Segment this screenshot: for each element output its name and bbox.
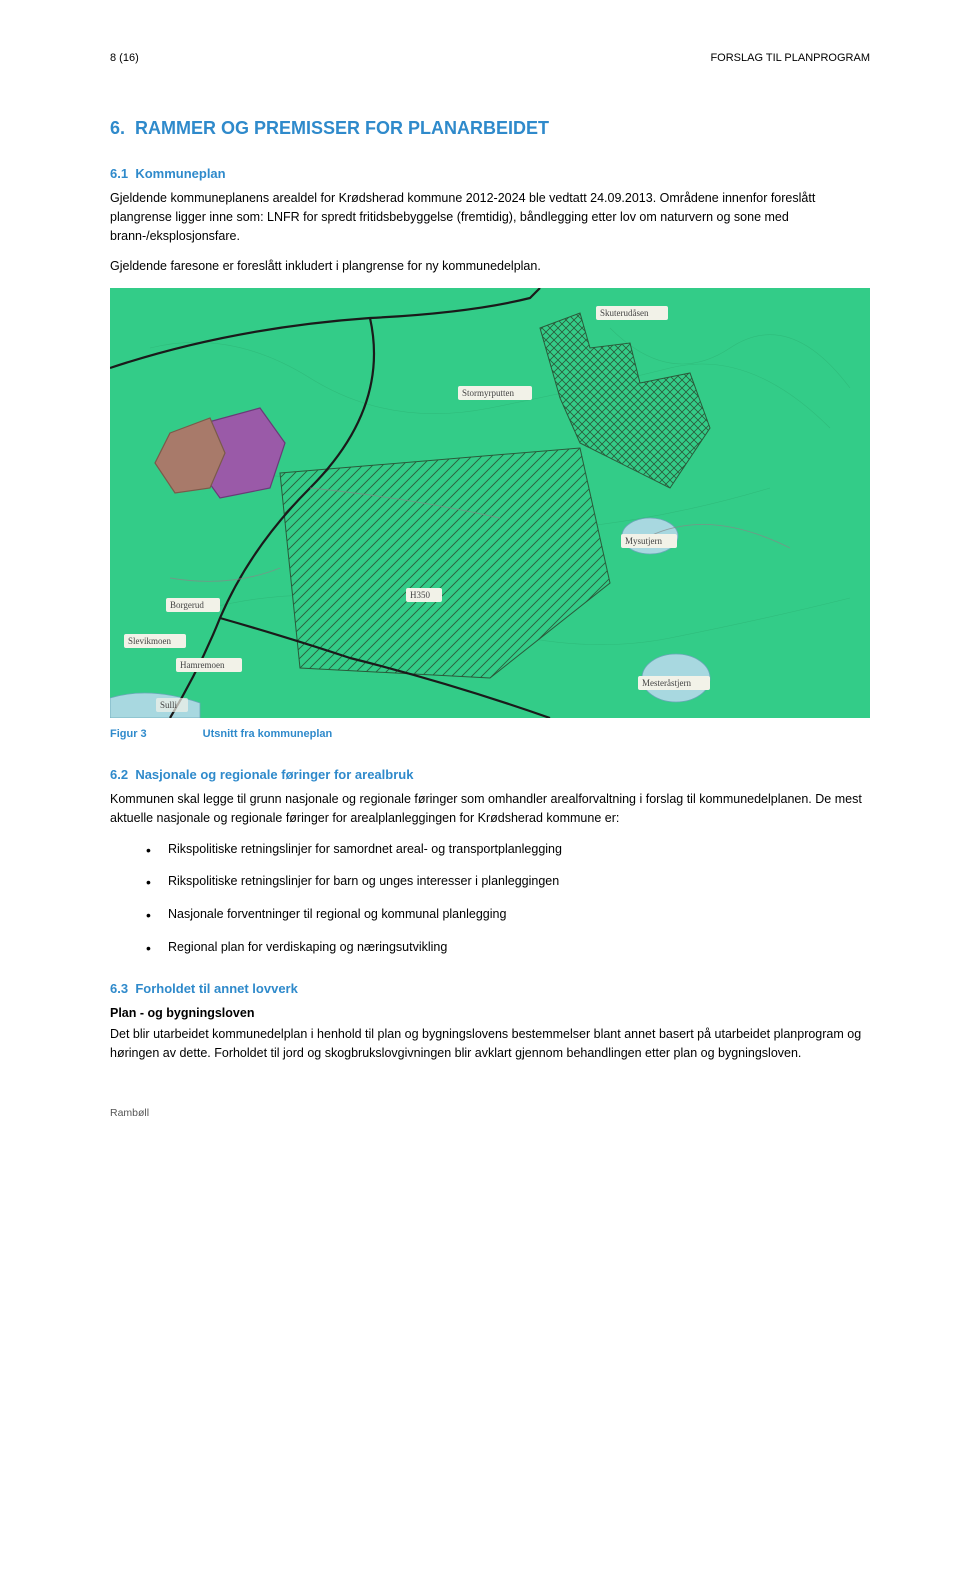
map-label: H350 — [410, 590, 430, 600]
section-title: RAMMER OG PREMISSER FOR PLANARBEIDET — [135, 118, 549, 138]
subsection-number: 6.2 — [110, 767, 128, 782]
doc-title: FORSLAG TIL PLANPROGRAM — [710, 50, 870, 67]
body-text: Gjeldende faresone er foreslått inkluder… — [110, 257, 870, 276]
map-label: Slevikmoen — [128, 636, 171, 646]
subsection-6-1-heading: 6.1 Kommuneplan — [110, 164, 870, 184]
subsection-title: Forholdet til annet lovverk — [135, 981, 298, 996]
subsection-6-3-heading: 6.3 Forholdet til annet lovverk — [110, 979, 870, 999]
map-label: Skuterudåsen — [600, 308, 649, 318]
footer-brand: Rambøll — [110, 1106, 870, 1122]
page-header: 8 (16) FORSLAG TIL PLANPROGRAM — [110, 50, 870, 67]
list-item: Nasjonale forventninger til regional og … — [146, 905, 870, 924]
map-label: Mesteråstjern — [642, 678, 691, 688]
body-text: Kommunen skal legge til grunn nasjonale … — [110, 790, 870, 828]
bullet-list: Rikspolitiske retningslinjer for samordn… — [146, 840, 870, 957]
list-item: Rikspolitiske retningslinjer for barn og… — [146, 872, 870, 891]
map-label: Borgerud — [170, 600, 204, 610]
section-number: 6. — [110, 118, 125, 138]
body-text: Det blir utarbeidet kommunedelplan i hen… — [110, 1025, 870, 1063]
subsection-6-2-heading: 6.2 Nasjonale og regionale føringer for … — [110, 765, 870, 785]
subsection-number: 6.3 — [110, 981, 128, 996]
map-label: Stormyrputten — [462, 388, 514, 398]
page-number: 8 (16) — [110, 50, 139, 67]
map-label: Sulli — [160, 700, 178, 710]
map-label: Mysutjern — [625, 536, 662, 546]
paragraph-heading: Plan - og bygningsloven — [110, 1004, 870, 1023]
map-label: Hamremoen — [180, 660, 225, 670]
subsection-title: Kommuneplan — [135, 166, 225, 181]
figure-number: Figur 3 — [110, 726, 147, 743]
figure-text: Utsnitt fra kommuneplan — [203, 726, 333, 743]
map-figure: Skuterudåsen Stormyrputten Borgerud Slev… — [110, 288, 870, 718]
body-text: Gjeldende kommuneplanens arealdel for Kr… — [110, 189, 870, 245]
figure-caption: Figur 3 Utsnitt fra kommuneplan — [110, 726, 870, 743]
subsection-title: Nasjonale og regionale føringer for area… — [135, 767, 413, 782]
list-item: Regional plan for verdiskaping og næring… — [146, 938, 870, 957]
list-item: Rikspolitiske retningslinjer for samordn… — [146, 840, 870, 859]
section-heading: 6. RAMMER OG PREMISSER FOR PLANARBEIDET — [110, 115, 870, 142]
subsection-number: 6.1 — [110, 166, 128, 181]
